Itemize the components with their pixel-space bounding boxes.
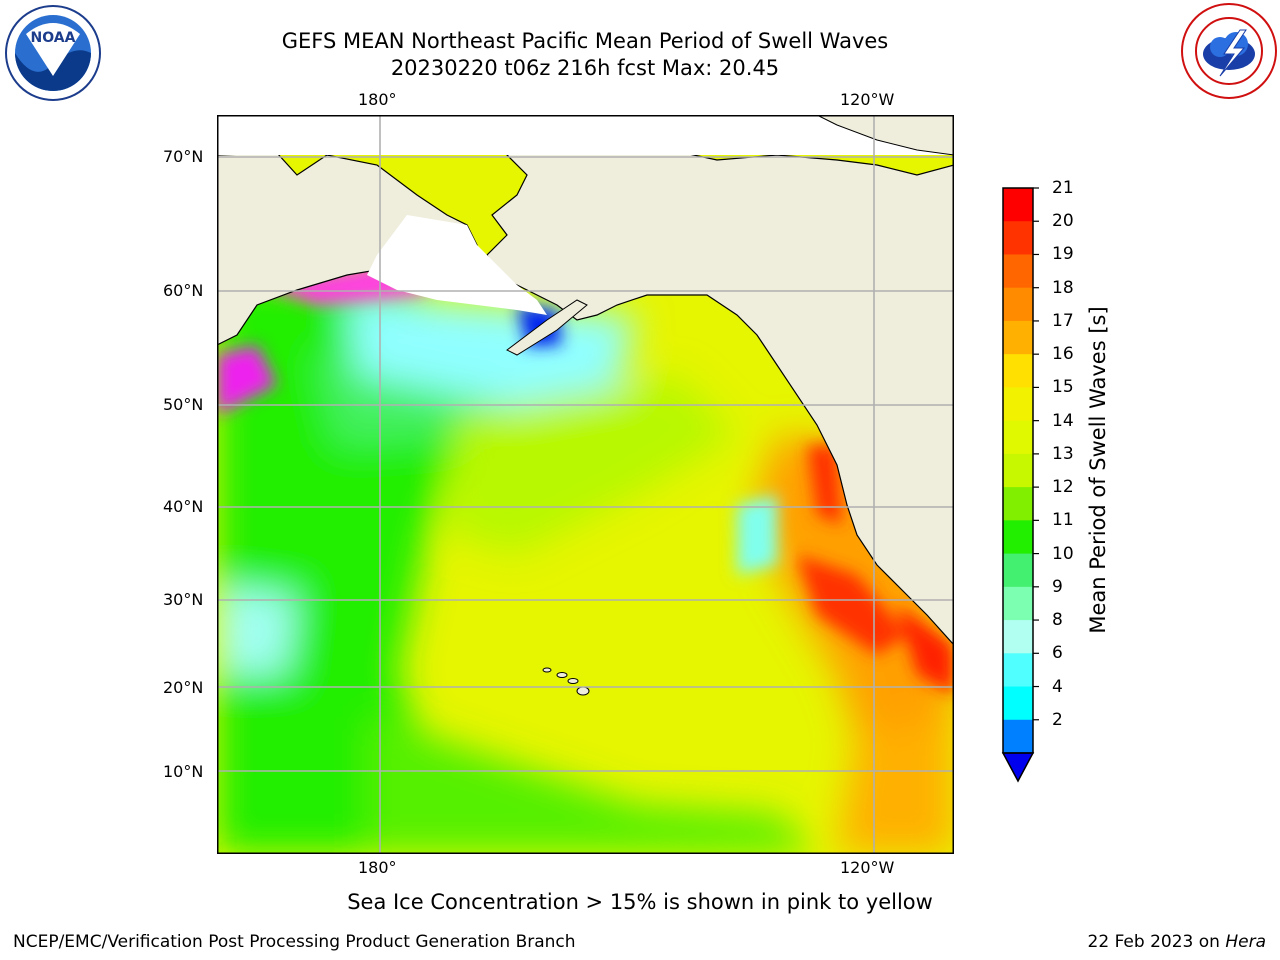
colorbar-tick-label: 20 bbox=[1052, 211, 1074, 232]
colorbar-tick-label: 19 bbox=[1052, 244, 1074, 265]
colorbar-tick-label: 10 bbox=[1052, 543, 1074, 564]
lime-mid-band bbox=[447, 375, 737, 555]
colorbar-segment bbox=[1003, 487, 1033, 521]
hawaiian-islands bbox=[542, 667, 590, 696]
svg-text:NOAA: NOAA bbox=[31, 30, 76, 46]
colorbar bbox=[1001, 187, 1039, 783]
lat-label-20n: 20°N bbox=[163, 678, 204, 697]
colorbar-tick-labels: 21 20 19 18 17 16 15 14 13 12 11 10 9 8 6 4 2 bbox=[1052, 178, 1092, 786]
top-lon-label-180: 180° bbox=[358, 90, 397, 109]
footer-left: NCEP/EMC/Verification Post Processing Pr… bbox=[13, 932, 576, 952]
colorbar-tick-label: 9 bbox=[1052, 576, 1063, 597]
colorbar-tick-label: 12 bbox=[1052, 477, 1074, 498]
colorbar-segment bbox=[1003, 453, 1033, 488]
colorbar-segment bbox=[1003, 719, 1033, 754]
colorbar-tick-label: 15 bbox=[1052, 377, 1074, 398]
arctic-land-top bbox=[816, 115, 954, 156]
chart-subtitle: 20230220 t06z 216h fcst Max: 20.45 bbox=[390, 56, 780, 80]
bering-sea-white bbox=[367, 215, 547, 315]
lat-label-10n: 10°N bbox=[163, 762, 204, 781]
colorbar-segment bbox=[1003, 287, 1033, 322]
sea-ice-note: Sea Ice Concentration > 15% is shown in … bbox=[347, 890, 933, 914]
colorbar-tick-label: 4 bbox=[1052, 676, 1063, 697]
colorbar-label: Mean Period of Swell Waves [s] bbox=[1086, 306, 1110, 634]
lat-label-40n: 40°N bbox=[163, 497, 204, 516]
footer-right: 22 Feb 2023 on Hera bbox=[1088, 932, 1266, 952]
green-southwest-region bbox=[367, 715, 817, 854]
colorbar-tick-label: 6 bbox=[1052, 643, 1063, 664]
orange-south-east bbox=[837, 715, 954, 854]
cyan-west-patch bbox=[217, 585, 297, 675]
colorbar-tick-label: 14 bbox=[1052, 410, 1074, 431]
colorbar-tick-label: 16 bbox=[1052, 344, 1074, 365]
nws-logo bbox=[1180, 2, 1278, 100]
colorbar-tick-label: 21 bbox=[1052, 178, 1074, 198]
colorbar-tick-label: 17 bbox=[1052, 310, 1074, 331]
colorbar-tick-label: 8 bbox=[1052, 610, 1063, 631]
colorbar-segment bbox=[1003, 188, 1033, 222]
colorbar-segment bbox=[1003, 686, 1033, 721]
colorbar-segment bbox=[1003, 254, 1033, 289]
colorbar-segment bbox=[1003, 354, 1033, 388]
magenta-ice-edge-west bbox=[217, 345, 277, 415]
colorbar-tick-label: 18 bbox=[1052, 277, 1074, 298]
noaa-logo: NOAA bbox=[4, 4, 102, 102]
colorbar-segment bbox=[1003, 221, 1033, 255]
map-frame bbox=[217, 115, 954, 854]
cyan-east-pocket bbox=[737, 495, 777, 575]
lat-label-60n: 60°N bbox=[163, 281, 204, 300]
red-wa-coast bbox=[807, 445, 842, 525]
colorbar-tick-label: 2 bbox=[1052, 709, 1063, 730]
colorbar-segment bbox=[1003, 387, 1033, 422]
land-alaska-peninsula bbox=[506, 299, 588, 356]
colorbar-segment bbox=[1003, 653, 1033, 688]
footer-date: 22 Feb 2023 on bbox=[1087, 932, 1226, 952]
bottom-lon-label-180: 180° bbox=[358, 858, 397, 877]
colorbar-segment bbox=[1003, 320, 1033, 355]
swell-period-map bbox=[217, 115, 954, 854]
map-gridlines bbox=[217, 115, 954, 854]
footer-host: Hera bbox=[1225, 932, 1266, 952]
colorbar-tick-label: 13 bbox=[1052, 443, 1074, 464]
colorbar-tick-label: 11 bbox=[1052, 510, 1074, 531]
lat-label-50n: 50°N bbox=[163, 395, 204, 414]
colorbar-segment bbox=[1003, 586, 1033, 621]
top-lon-label-120w: 120°W bbox=[840, 90, 895, 109]
colorbar-frame bbox=[1002, 187, 1034, 754]
colorbar-extend-triangle bbox=[1001, 752, 1035, 783]
colorbar-segment bbox=[1003, 620, 1033, 654]
lat-label-30n: 30°N bbox=[163, 590, 204, 609]
colorbar-segment bbox=[1003, 420, 1033, 455]
red-baja-coast bbox=[897, 605, 954, 695]
colorbar-segment bbox=[1003, 553, 1033, 588]
bottom-lon-label-120w: 120°W bbox=[840, 858, 895, 877]
colorbar-segment bbox=[1003, 520, 1033, 555]
chart-title: GEFS MEAN Northeast Pacific Mean Period … bbox=[281, 29, 889, 53]
red-ca-coast bbox=[797, 555, 907, 655]
lat-label-70n: 70°N bbox=[163, 147, 204, 166]
